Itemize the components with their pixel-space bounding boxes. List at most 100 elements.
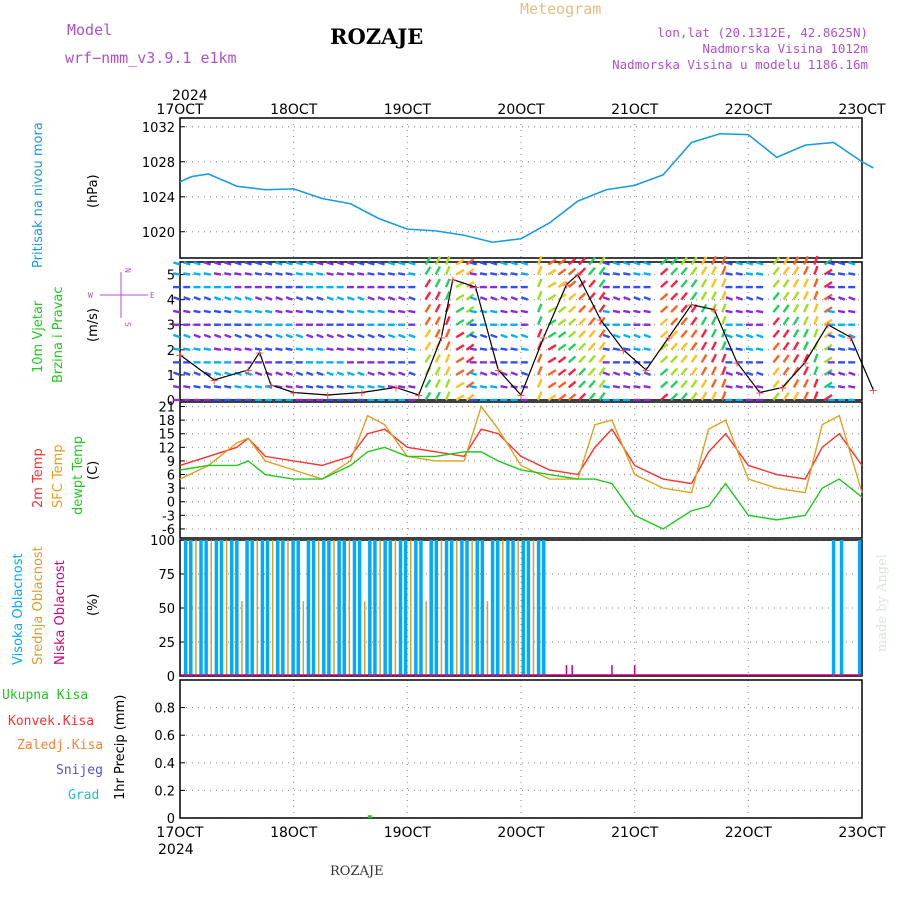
cloud-high-label: Visoka Oblacnost: [11, 553, 26, 665]
wind-arrow: [479, 261, 488, 266]
wind-arrow: [510, 347, 518, 351]
wind-arrow: [680, 367, 688, 376]
wind-arrow: [520, 371, 529, 377]
wind-arrow: [500, 296, 508, 301]
y-tick-label: -3: [162, 509, 175, 524]
wind-arrow: [735, 261, 744, 266]
wind-arrow: [721, 353, 727, 363]
wind-arrow: [326, 272, 334, 276]
wind-arrow: [193, 309, 201, 314]
wind-arrow: [680, 304, 688, 313]
wind-arrow: [557, 258, 567, 266]
date-label-top: 20OCT: [497, 102, 545, 118]
y-tick-label: 0.6: [154, 729, 175, 744]
wind-arrow: [680, 317, 688, 326]
wind-arrow: [602, 385, 610, 389]
wind-arrow: [536, 303, 543, 313]
wind-arrow: [367, 296, 375, 301]
wind-arrow: [455, 306, 465, 314]
wind-arrow: [434, 316, 441, 326]
wind-arrow: [455, 293, 465, 301]
wind-arrow: [837, 296, 846, 301]
wind-arrow: [490, 309, 498, 314]
cloud-mid-label: Srednja Oblacnost: [31, 546, 46, 665]
wind-arrow: [756, 347, 764, 351]
wind-arrow: [367, 333, 375, 339]
wind-arrow: [408, 296, 416, 301]
wind-arrow: [367, 385, 375, 389]
y-tick-label: 1: [167, 369, 175, 384]
wind-gust-marker: +: [391, 381, 400, 394]
wind-arrow: [234, 272, 242, 276]
wind-arrow: [725, 333, 733, 339]
panels: 1020102410281032012345211815129630-3-602…: [142, 102, 886, 841]
wind-arrow: [424, 303, 432, 313]
wind-arrow: [434, 266, 441, 276]
wind-arrow: [346, 272, 355, 276]
y-tick-label: 1032: [142, 121, 175, 136]
wind-arrow: [264, 309, 273, 314]
wind-arrow: [690, 366, 698, 376]
wind-arrow: [367, 261, 375, 266]
wind-arrow: [234, 309, 242, 314]
wind-arrow: [254, 296, 263, 301]
wind-arrow: [557, 280, 567, 289]
wind-arrow: [612, 261, 621, 266]
wind-arrow: [745, 347, 754, 351]
wind-arrow: [316, 347, 324, 351]
wind-arrow: [782, 341, 790, 351]
wind-arrow: [792, 353, 800, 363]
wind-arrow: [643, 296, 651, 301]
wind-arrow: [224, 296, 232, 301]
wind-arrow: [510, 296, 519, 301]
temp-line-1: [179, 405, 863, 494]
wind-arrow: [536, 391, 543, 401]
meteogram-label: Meteogram: [520, 0, 601, 18]
wind-arrow: [275, 333, 283, 339]
pressure-line: [179, 132, 874, 244]
wind-arrow: [254, 309, 263, 314]
wind-arrow: [305, 261, 314, 266]
wind-arrow: [172, 385, 181, 389]
wind-arrow: [490, 385, 498, 389]
precip-unit: 1hr Precip (mm): [113, 695, 128, 800]
wind-arrow: [802, 303, 809, 313]
wind-arrow: [802, 290, 809, 301]
wind-arrow: [244, 261, 252, 266]
wind-arrow: [244, 333, 253, 339]
wind-arrow: [172, 309, 181, 314]
wind-arrow: [725, 309, 733, 314]
wind-arrow: [802, 278, 809, 288]
y-tick-label: 3: [167, 482, 175, 497]
wind-arrow: [424, 291, 432, 301]
wind-arrow: [213, 296, 222, 301]
wind-arrow: [756, 371, 764, 377]
wind-speed-line: [179, 273, 874, 397]
wind-arrow: [285, 347, 293, 351]
wind-arrow: [598, 279, 606, 288]
wind-arrow: [465, 331, 475, 339]
wind-arrow: [336, 309, 344, 314]
wind-gust-marker: +: [573, 269, 582, 282]
wind-arrow: [444, 315, 451, 326]
wind-arrow: [588, 329, 596, 339]
wind-arrow: [588, 317, 596, 326]
y-tick-label: -6: [162, 523, 175, 538]
wind-arrow: [424, 379, 432, 389]
wind-arrow: [469, 272, 477, 276]
wind-arrow: [424, 316, 432, 326]
wind-arrow: [357, 261, 365, 266]
temp-line-0: [179, 428, 863, 485]
compass-n: N: [123, 268, 132, 273]
y-tick-label: 100: [150, 534, 175, 549]
wind-arrow: [424, 278, 432, 288]
wind-arrow: [660, 292, 669, 301]
wind-arrow: [680, 291, 688, 301]
wind-arrow: [424, 266, 432, 276]
wind-arrow: [173, 333, 181, 339]
wind-arrow: [578, 304, 587, 314]
wind-arrow: [465, 343, 475, 351]
wind-arrow: [434, 278, 441, 288]
wind-arrow: [660, 380, 669, 389]
wind-arrow: [203, 261, 212, 266]
